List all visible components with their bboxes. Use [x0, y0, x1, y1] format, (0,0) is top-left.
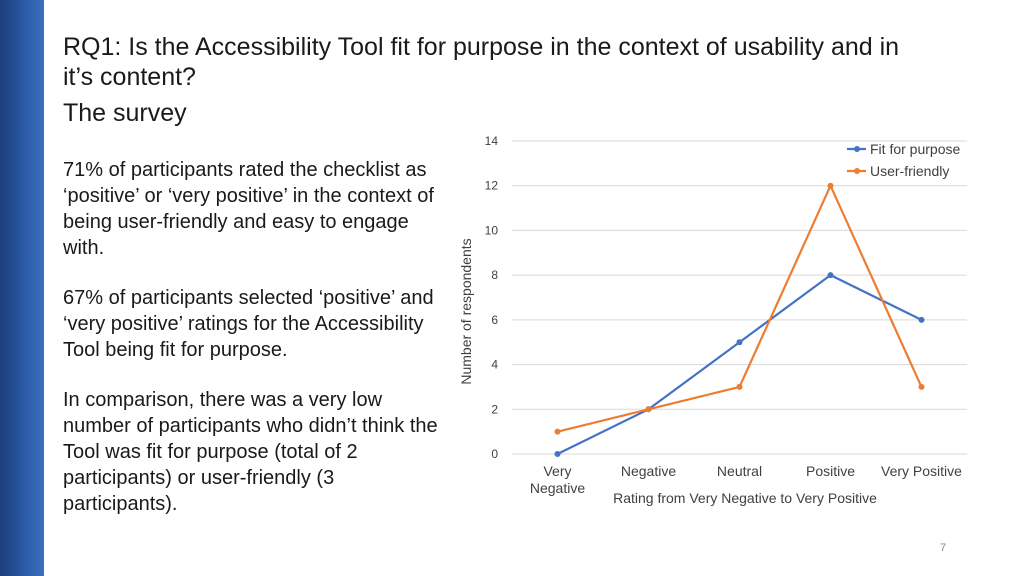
- data-point-fit-for-purpose: [918, 316, 925, 323]
- x-tick-label: Negative: [621, 463, 676, 479]
- y-tick-label: 8: [491, 268, 498, 282]
- paragraph-fit-for-purpose: 67% of participants selected ‘positive’ …: [63, 287, 434, 361]
- data-point-user-friendly: [827, 182, 834, 189]
- data-point-user-friendly: [554, 428, 561, 435]
- paragraph-user-friendly: 71% of participants rated the checklist …: [63, 159, 434, 259]
- legend-label-fit-for-purpose: Fit for purpose: [870, 141, 960, 157]
- y-axis-title: Number of respondents: [458, 238, 474, 384]
- slide-title: RQ1: Is the Accessibility Tool fit for p…: [63, 33, 900, 91]
- paragraph-comparison: In comparison, there was a very low numb…: [63, 389, 438, 515]
- legend-label-user-friendly: User-friendly: [870, 163, 949, 179]
- x-tick-label: Very Positive: [881, 463, 962, 479]
- data-point-user-friendly: [645, 406, 652, 413]
- y-tick-label: 10: [485, 223, 499, 237]
- y-tick-label: 4: [491, 358, 498, 372]
- side-accent-bar: [0, 0, 44, 576]
- y-tick-label: 14: [485, 134, 499, 148]
- x-axis-title: Rating from Very Negative to Very Positi…: [613, 490, 877, 506]
- y-tick-label: 2: [491, 402, 498, 416]
- page-number: 7: [939, 542, 947, 554]
- data-point-fit-for-purpose: [554, 451, 561, 457]
- legend-marker-fit-for-purpose: [854, 146, 860, 152]
- data-point-fit-for-purpose: [736, 339, 743, 346]
- y-tick-label: 12: [485, 179, 499, 193]
- x-tick-label: Neutral: [717, 463, 762, 479]
- x-tick-label: Very: [543, 463, 571, 479]
- data-point-user-friendly: [918, 383, 925, 390]
- series-line-user-friendly: [557, 184, 923, 433]
- x-tick-label: Negative: [530, 480, 585, 496]
- y-tick-label: 0: [491, 447, 498, 461]
- data-point-user-friendly: [736, 383, 743, 390]
- data-point-fit-for-purpose: [827, 272, 834, 279]
- legend-marker-user-friendly: [854, 168, 860, 174]
- slide-subtitle: The survey: [63, 99, 187, 127]
- x-tick-label: Positive: [806, 463, 855, 479]
- y-tick-label: 6: [491, 313, 498, 327]
